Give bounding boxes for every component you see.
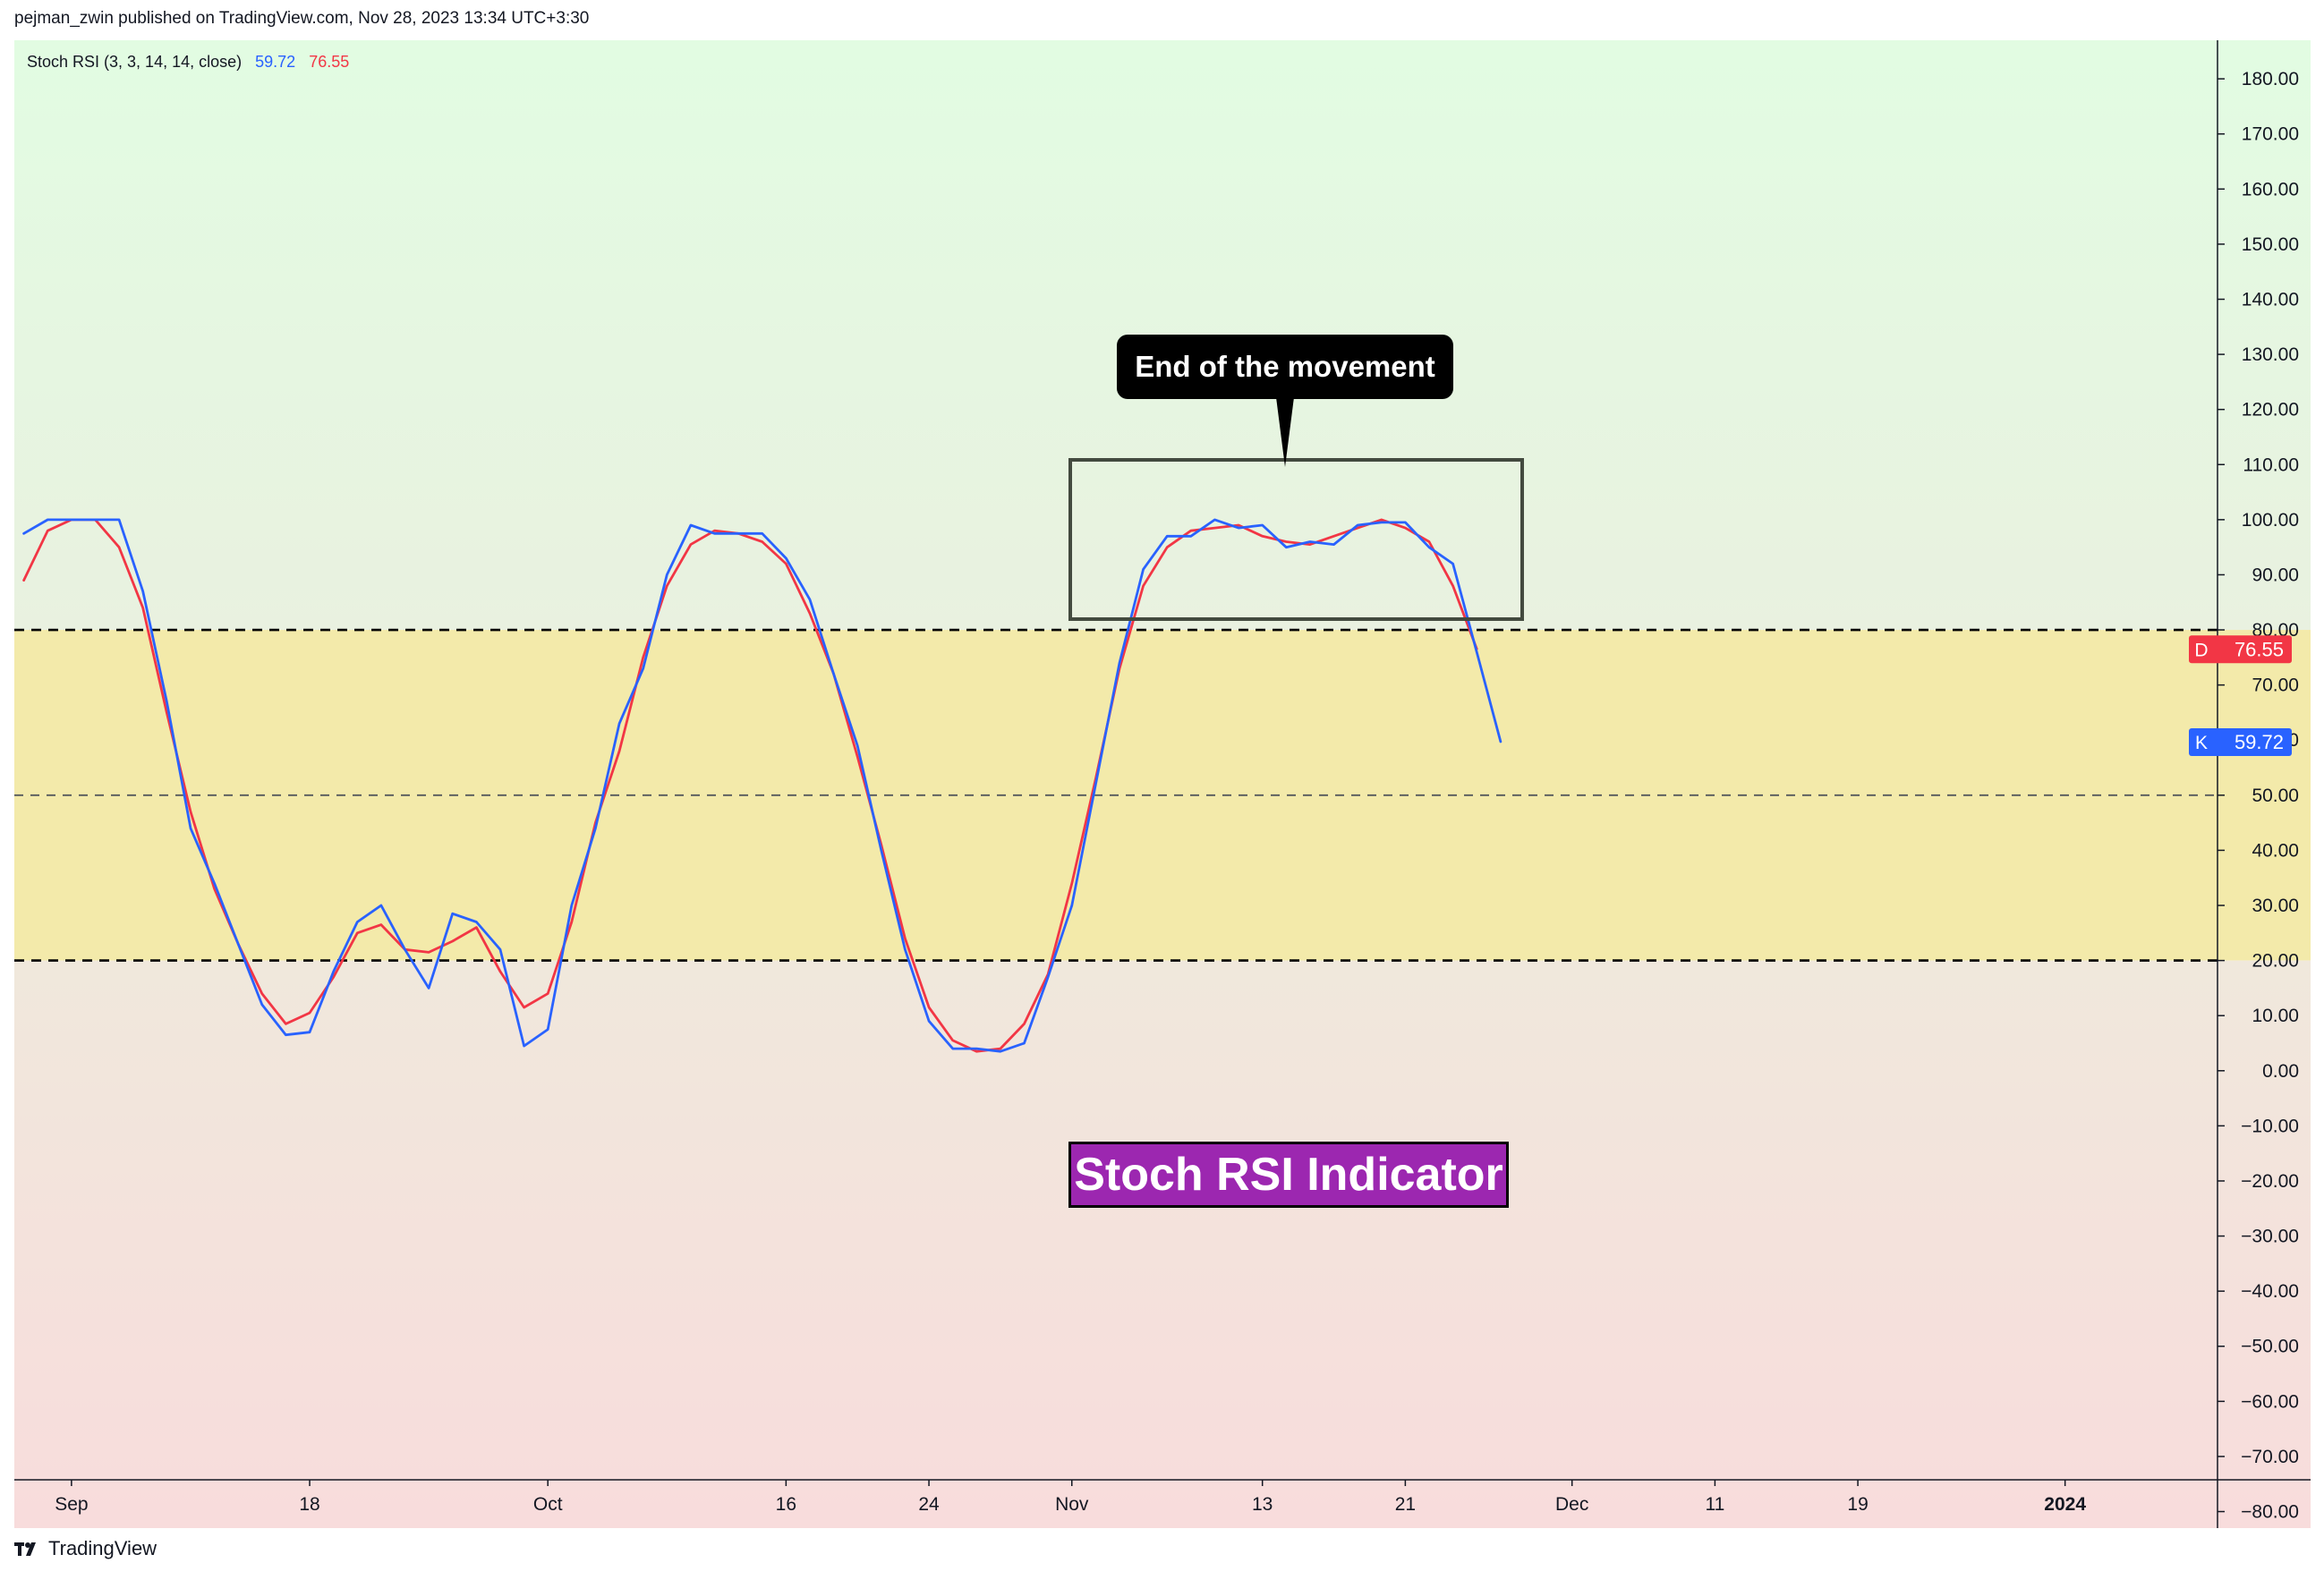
y-tick-label: −50.00 bbox=[2241, 1337, 2299, 1357]
highlight-box bbox=[1068, 458, 1524, 621]
y-tick-label: 130.00 bbox=[2242, 344, 2299, 365]
x-tick-label: 18 bbox=[299, 1494, 319, 1515]
y-tick-label: 160.00 bbox=[2242, 179, 2299, 200]
y-tick-label: 0.00 bbox=[2262, 1061, 2299, 1082]
y-tick-label: 120.00 bbox=[2242, 400, 2299, 420]
y-tick-label: 50.00 bbox=[2252, 786, 2299, 806]
k-tag-value: 59.72 bbox=[2235, 731, 2284, 753]
x-tick-label: 11 bbox=[1705, 1494, 1724, 1515]
y-tick-label: 140.00 bbox=[2242, 289, 2299, 310]
legend-k-value: 59.72 bbox=[255, 53, 296, 71]
publisher-line: pejman_zwin published on TradingView.com… bbox=[14, 9, 590, 28]
background-zones bbox=[14, 40, 2311, 1528]
x-tick-label: Dec bbox=[1555, 1494, 1588, 1515]
y-tick-label: −60.00 bbox=[2241, 1391, 2299, 1412]
x-tick-label: 2024 bbox=[2044, 1494, 2086, 1515]
y-tick-label: −20.00 bbox=[2241, 1171, 2299, 1192]
y-tick-label: −30.00 bbox=[2241, 1227, 2299, 1247]
series-k-line bbox=[22, 518, 1503, 1053]
y-tick-label: 20.00 bbox=[2252, 951, 2299, 972]
callout-label: End of the movement bbox=[1117, 335, 1453, 399]
y-tick-label: 30.00 bbox=[2252, 896, 2299, 916]
legend-d-value: 76.55 bbox=[309, 53, 350, 71]
k-tag-letter: K bbox=[2195, 733, 2208, 753]
y-tick-label: −10.00 bbox=[2241, 1116, 2299, 1136]
y-tick-label: 170.00 bbox=[2242, 124, 2299, 145]
band-lines bbox=[14, 628, 2218, 962]
oversold-zone bbox=[14, 960, 2311, 1528]
y-tick-label: 70.00 bbox=[2252, 675, 2299, 696]
d-value-tag bbox=[2189, 635, 2292, 664]
callout-pointer bbox=[1276, 397, 1294, 467]
x-tick-label: Oct bbox=[533, 1494, 563, 1515]
x-tick-label: 16 bbox=[776, 1494, 796, 1515]
y-tick-label: −80.00 bbox=[2241, 1502, 2299, 1523]
k-value-tag bbox=[2189, 727, 2292, 756]
series-lines bbox=[22, 518, 1503, 1053]
time-axis[interactable]: Sep 18 Oct 16 24 Nov 13 21 Dec 11 19 2024 bbox=[55, 1480, 2086, 1515]
x-tick-label: 13 bbox=[1252, 1494, 1273, 1515]
last-value-tags: D 76.55 K 59.72 bbox=[2189, 635, 2292, 756]
x-tick-label: 24 bbox=[918, 1494, 940, 1515]
y-tick-label: −70.00 bbox=[2241, 1447, 2299, 1467]
d-tag-value: 76.55 bbox=[2235, 638, 2284, 660]
y-tick-label: 100.00 bbox=[2242, 510, 2299, 531]
y-tick-label: 180.00 bbox=[2242, 69, 2299, 89]
x-tick-label: 19 bbox=[1847, 1494, 1868, 1515]
title-badge: Stoch RSI Indicator bbox=[1068, 1142, 1509, 1208]
y-tick-label: 150.00 bbox=[2242, 234, 2299, 255]
y-tick-label: 10.00 bbox=[2252, 1006, 2299, 1026]
x-tick-label: Nov bbox=[1055, 1494, 1089, 1515]
y-tick-label: −40.00 bbox=[2241, 1281, 2299, 1302]
indicator-name: Stoch RSI (3, 3, 14, 14, close) bbox=[27, 53, 243, 71]
tradingview-logo-icon bbox=[14, 1542, 36, 1556]
x-tick-label: 21 bbox=[1395, 1494, 1416, 1515]
indicator-legend[interactable]: Stoch RSI (3, 3, 14, 14, close) 59.72 76… bbox=[27, 53, 358, 72]
tradingview-footer[interactable]: TradingView bbox=[14, 1537, 157, 1560]
y-tick-label: 40.00 bbox=[2252, 840, 2299, 861]
d-tag-letter: D bbox=[2194, 640, 2208, 660]
y-tick-label: 110.00 bbox=[2243, 454, 2299, 475]
y-tick-label: 90.00 bbox=[2252, 565, 2299, 585]
tradingview-brand: TradingView bbox=[48, 1537, 157, 1559]
x-tick-label: Sep bbox=[55, 1494, 88, 1515]
